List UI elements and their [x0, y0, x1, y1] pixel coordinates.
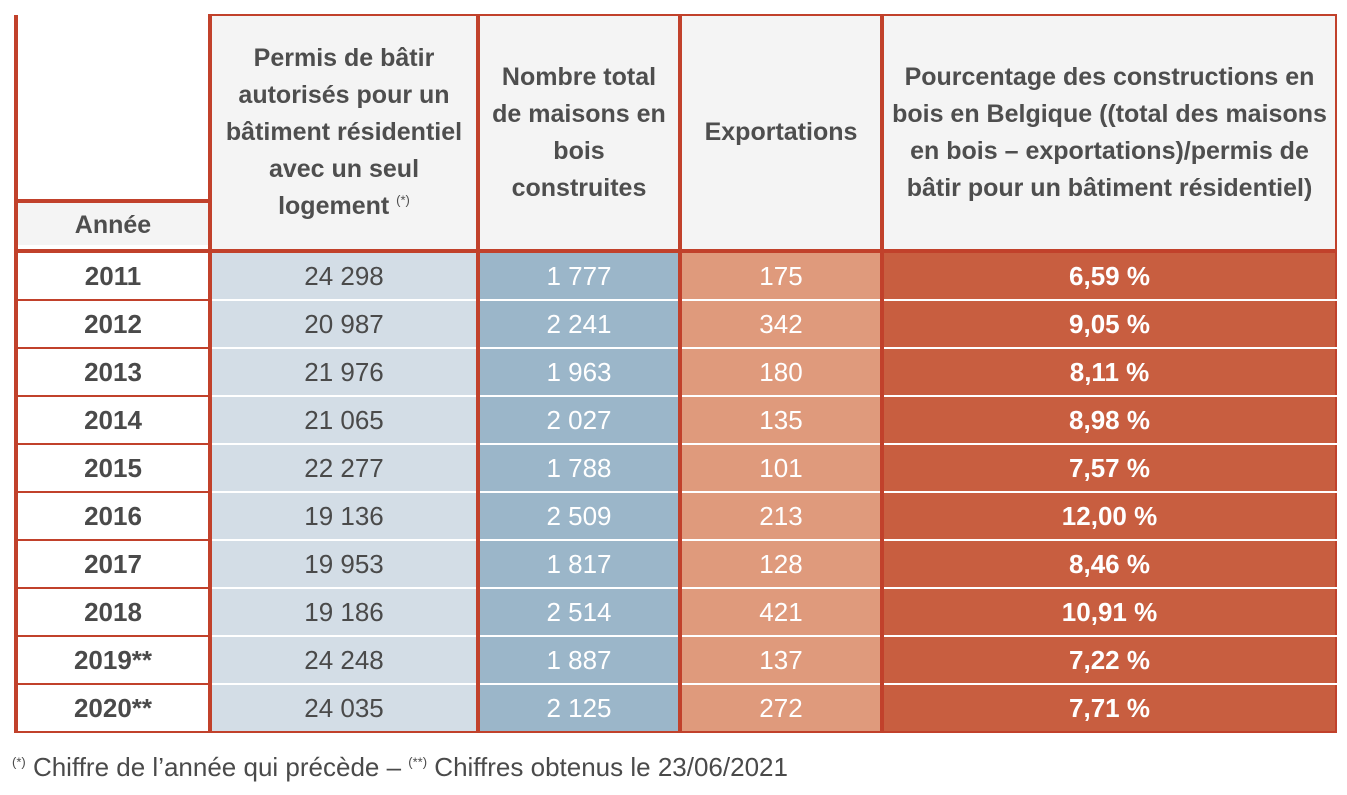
cell-year: 2017	[14, 540, 212, 589]
cell-exports: 272	[678, 684, 882, 733]
footnote-text-previous-year: Chiffre de l’année qui précède –	[25, 752, 409, 782]
cell-exports: 128	[678, 540, 882, 589]
cell-exports: 137	[678, 636, 882, 685]
table-body: 2011 24 298 1 777 175 6,59 % 2012 20 987…	[14, 251, 1337, 733]
cell-percentage: 7,71 %	[880, 684, 1337, 733]
cell-permits: 24 248	[210, 636, 478, 685]
cell-percentage: 8,46 %	[880, 540, 1337, 589]
cell-houses: 2 514	[476, 588, 680, 637]
cell-permits: 19 953	[210, 540, 478, 589]
footnote: (*) Chiffre de l’année qui précède – (**…	[12, 752, 788, 783]
cell-exports: 175	[678, 251, 882, 301]
cell-houses: 2 241	[476, 300, 680, 349]
cell-houses: 1 777	[476, 251, 680, 301]
cell-permits: 21 065	[210, 396, 478, 445]
cell-year: 2018	[14, 588, 212, 637]
table-row: 2015 22 277 1 788 101 7,57 %	[14, 444, 1337, 493]
table-row: 2017 19 953 1 817 128 8,46 %	[14, 540, 1337, 589]
cell-exports: 101	[678, 444, 882, 493]
cell-houses: 1 963	[476, 348, 680, 397]
cell-houses: 1 887	[476, 636, 680, 685]
footnote-mark-single: (*)	[12, 754, 26, 770]
header-houses: Nombre total de maisons en bois construi…	[476, 14, 680, 253]
cell-percentage: 8,11 %	[880, 348, 1337, 397]
footnote-mark-double: (**)	[408, 754, 428, 770]
cell-houses: 2 509	[476, 492, 680, 541]
cell-percentage: 10,91 %	[880, 588, 1337, 637]
cell-houses: 2 027	[476, 396, 680, 445]
header-percentage: Pourcentage des constructions en bois en…	[880, 14, 1337, 253]
cell-year: 2013	[14, 348, 212, 397]
cell-percentage: 12,00 %	[880, 492, 1337, 541]
cell-exports: 135	[678, 396, 882, 445]
cell-year: 2015	[14, 444, 212, 493]
header-permits-label: Permis de bâtir autorisés pour un bâtime…	[225, 44, 463, 220]
cell-year: 2012	[14, 300, 212, 349]
table-row: 2012 20 987 2 241 342 9,05 %	[14, 300, 1337, 349]
header-exports: Exportations	[678, 14, 882, 253]
cell-houses: 1 817	[476, 540, 680, 589]
header-year-label: Année	[18, 199, 208, 245]
table-row: 2011 24 298 1 777 175 6,59 %	[14, 251, 1337, 301]
header-permits: Permis de bâtir autorisés pour un bâtime…	[208, 14, 478, 253]
table-row: 2018 19 186 2 514 421 10,91 %	[14, 588, 1337, 637]
cell-exports: 180	[678, 348, 882, 397]
table-row: 2020** 24 035 2 125 272 7,71 %	[14, 684, 1337, 733]
footnote-text-date: Chiffres obtenus le 23/06/2021	[427, 752, 788, 782]
wood-construction-table: Année Permis de bâtir autorisés pour un …	[14, 14, 1337, 733]
header-percentage-label: Pourcentage des constructions en bois en…	[892, 62, 1327, 202]
cell-exports: 421	[678, 588, 882, 637]
cell-permits: 19 186	[210, 588, 478, 637]
cell-exports: 213	[678, 492, 882, 541]
cell-year: 2020**	[14, 684, 212, 733]
header-year: Année	[14, 15, 210, 253]
cell-percentage: 7,22 %	[880, 636, 1337, 685]
cell-percentage: 8,98 %	[880, 396, 1337, 445]
cell-houses: 2 125	[476, 684, 680, 733]
cell-permits: 20 987	[210, 300, 478, 349]
header-row: Année Permis de bâtir autorisés pour un …	[14, 14, 1337, 253]
header-exports-label: Exportations	[704, 118, 858, 146]
cell-exports: 342	[678, 300, 882, 349]
cell-permits: 24 035	[210, 684, 478, 733]
cell-percentage: 6,59 %	[880, 251, 1337, 301]
data-table-container: Année Permis de bâtir autorisés pour un …	[14, 14, 1337, 733]
table-row: 2016 19 136 2 509 213 12,00 %	[14, 492, 1337, 541]
cell-permits: 22 277	[210, 444, 478, 493]
cell-year: 2014	[14, 396, 212, 445]
table-row: 2019** 24 248 1 887 137 7,22 %	[14, 636, 1337, 685]
cell-percentage: 7,57 %	[880, 444, 1337, 493]
cell-houses: 1 788	[476, 444, 680, 493]
cell-permits: 21 976	[210, 348, 478, 397]
cell-percentage: 9,05 %	[880, 300, 1337, 349]
cell-permits: 24 298	[210, 251, 478, 301]
cell-permits: 19 136	[210, 492, 478, 541]
table-row: 2014 21 065 2 027 135 8,98 %	[14, 396, 1337, 445]
cell-year: 2016	[14, 492, 212, 541]
cell-year: 2011	[14, 251, 212, 301]
header-houses-label: Nombre total de maisons en bois construi…	[492, 62, 666, 202]
cell-year: 2019**	[14, 636, 212, 685]
table-row: 2013 21 976 1 963 180 8,11 %	[14, 348, 1337, 397]
header-permits-footnote-mark: (*)	[396, 192, 410, 208]
